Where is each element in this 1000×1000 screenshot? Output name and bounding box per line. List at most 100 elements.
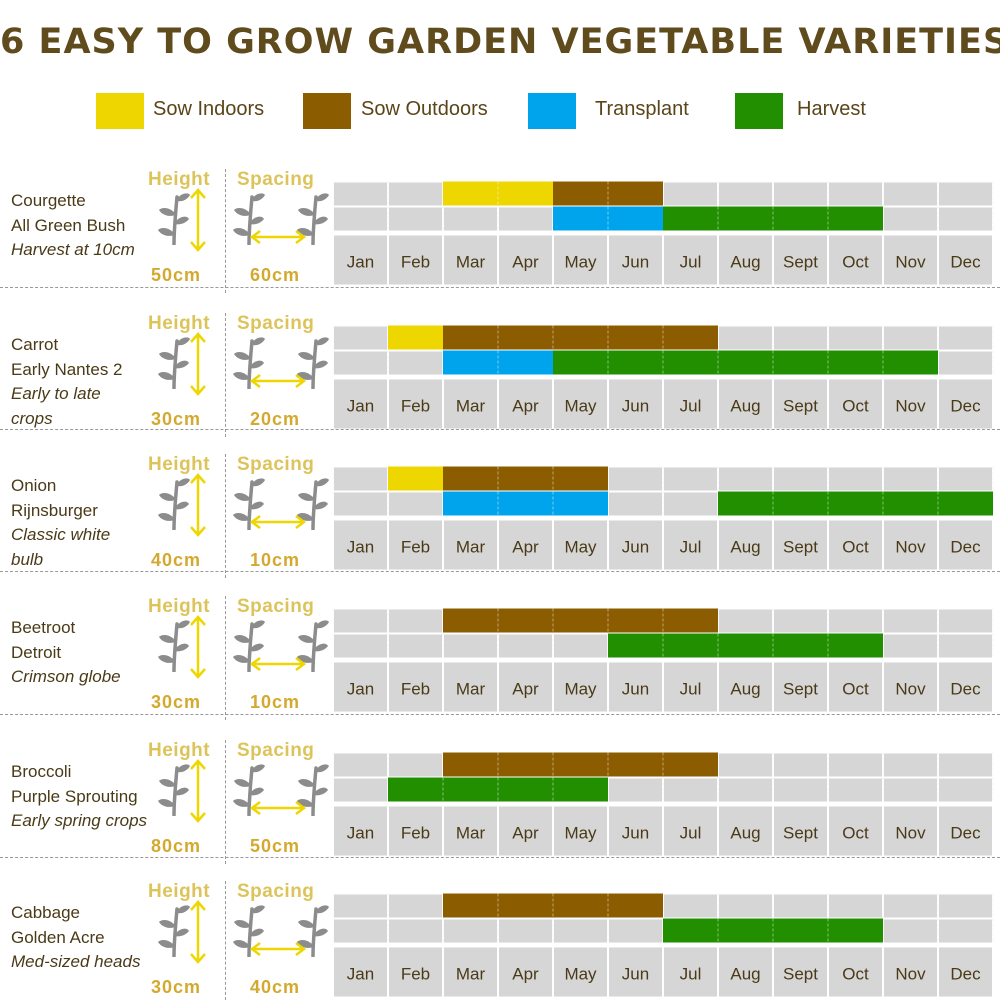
- month-cell: [554, 235, 607, 285]
- month-cell: [774, 379, 827, 429]
- grid-cell: [334, 894, 387, 918]
- month-cell: [829, 520, 882, 570]
- month-cell: [939, 379, 992, 429]
- month-cell: [939, 662, 992, 712]
- month-cell: [829, 806, 882, 856]
- grid-cell: [829, 778, 882, 802]
- grid-cell: [939, 609, 992, 633]
- grid-cell: [334, 182, 387, 206]
- month-label: Jun: [622, 965, 649, 984]
- grid-cell: [939, 351, 992, 375]
- month-cell: [609, 806, 662, 856]
- month-label: Feb: [401, 680, 430, 699]
- month-cell: [554, 662, 607, 712]
- bar-sow-outdoors: [443, 325, 718, 350]
- month-label: May: [564, 824, 597, 843]
- grid-cell: [884, 207, 937, 231]
- legend-swatch-transplant: [528, 93, 576, 129]
- bar-sow-indoors: [388, 325, 443, 350]
- legend-label-transplant: Transplant: [595, 98, 689, 120]
- month-cell: [939, 520, 992, 570]
- legend-swatch-sow-indoors: [96, 93, 144, 129]
- grid-cell: [829, 609, 882, 633]
- month-cell: [664, 379, 717, 429]
- month-label: Mar: [456, 680, 486, 699]
- month-label: Jun: [622, 253, 649, 272]
- crop-note: Early spring crops: [11, 811, 148, 830]
- plant-icon: [158, 478, 190, 530]
- grid-cell: [609, 919, 662, 943]
- spacing-value: 10cm: [250, 550, 301, 570]
- month-cell: [444, 379, 497, 429]
- grid-cell: [444, 634, 497, 658]
- month-cell: [334, 379, 387, 429]
- month-label: Feb: [401, 824, 430, 843]
- horizontal-arrow-icon: [250, 801, 306, 815]
- crop-name: Carrot: [11, 335, 59, 354]
- grid-cell: [884, 609, 937, 633]
- grid-cell: [389, 753, 442, 777]
- month-cell: [884, 662, 937, 712]
- month-label: Oct: [842, 397, 869, 416]
- month-cell: [389, 662, 442, 712]
- month-label: Dec: [950, 397, 981, 416]
- grid-cell: [939, 467, 992, 491]
- grid-cell: [774, 326, 827, 350]
- grid-cell: [884, 182, 937, 206]
- month-cell: [444, 662, 497, 712]
- month-cell: [389, 947, 442, 997]
- grid-cell: [719, 182, 772, 206]
- height-value: 30cm: [151, 692, 202, 712]
- month-label: Jan: [347, 253, 374, 272]
- month-label: Jul: [680, 680, 702, 699]
- grid-cell: [389, 492, 442, 516]
- bar-sow-outdoors: [443, 893, 663, 918]
- month-label: Sept: [783, 824, 818, 843]
- month-label: Jun: [622, 538, 649, 557]
- row-separator: [0, 857, 1000, 858]
- month-cell: [609, 662, 662, 712]
- month-cell: [664, 662, 717, 712]
- grid-cell: [774, 778, 827, 802]
- height-label: Height: [148, 596, 211, 617]
- plant-icon: [233, 478, 265, 530]
- month-label: Nov: [895, 397, 926, 416]
- grid-cell: [884, 753, 937, 777]
- height-label: Height: [148, 169, 211, 190]
- grid-cell: [939, 753, 992, 777]
- crop-note: Med-sized heads: [11, 952, 141, 971]
- bar-sow-outdoors: [553, 181, 663, 206]
- grid-cell: [884, 326, 937, 350]
- grid-cell: [664, 778, 717, 802]
- month-label: Jan: [347, 824, 374, 843]
- month-label: Nov: [895, 824, 926, 843]
- legend-swatch-sow-outdoors: [303, 93, 351, 129]
- plant-icon: [233, 764, 265, 816]
- grid-cell: [334, 467, 387, 491]
- month-cell: [334, 947, 387, 997]
- spacing-value: 40cm: [250, 977, 301, 997]
- month-cell: [499, 806, 552, 856]
- crop-variety: All Green Bush: [11, 216, 126, 235]
- legend-label-harvest: Harvest: [797, 98, 866, 120]
- grid-cell: [774, 894, 827, 918]
- bar-sow-indoors: [388, 466, 443, 491]
- grid-cell: [719, 753, 772, 777]
- month-label: Apr: [512, 397, 539, 416]
- month-cell: [334, 520, 387, 570]
- month-grid: Jan Feb Mar Apr May Jun Jul Aug Sept Oct Nov Dec: [333, 893, 994, 997]
- grid-cell: [334, 351, 387, 375]
- spacing-label: Spacing: [237, 169, 315, 190]
- bar-sow-indoors: [443, 181, 553, 206]
- month-cell: [719, 379, 772, 429]
- month-cell: [829, 379, 882, 429]
- month-cell: [774, 947, 827, 997]
- horizontal-arrow-icon: [250, 942, 306, 956]
- crop-variety: Rijnsburger: [11, 501, 98, 520]
- month-cell: [444, 235, 497, 285]
- legend-swatch-harvest: [735, 93, 783, 129]
- column-divider: [225, 881, 226, 1000]
- month-cell: [334, 235, 387, 285]
- row-separator: [0, 571, 1000, 572]
- month-label: Nov: [895, 538, 926, 557]
